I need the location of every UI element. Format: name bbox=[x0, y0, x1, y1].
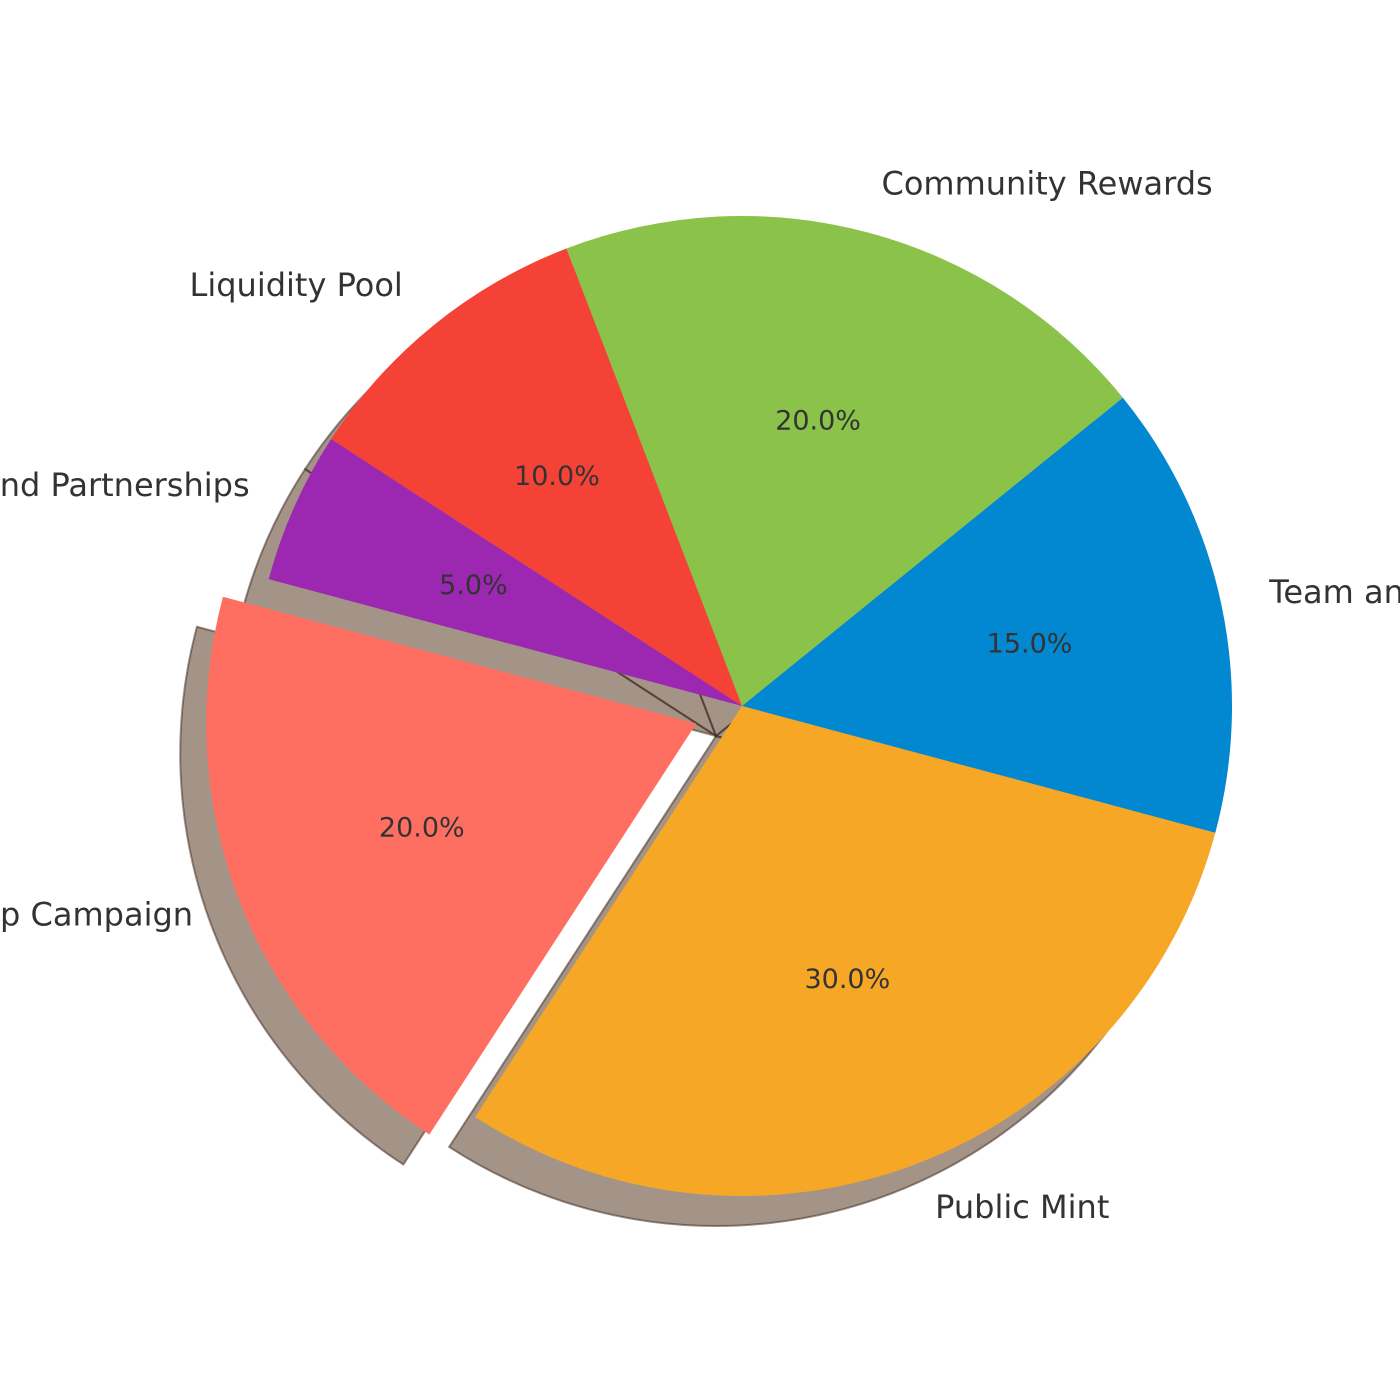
label-layer: Team and Advisors 15.0% Community Rewards 2… bbox=[0, 164, 1400, 1226]
slice-pct-label-public-mint: 30.0% bbox=[804, 964, 890, 995]
pie-slice-team-and-advisors bbox=[742, 397, 1233, 833]
slice-pct-label-community-rewards: 20.0% bbox=[775, 406, 861, 437]
pie-slice-public-mint bbox=[475, 706, 1216, 1196]
slice-layer bbox=[206, 216, 1233, 1196]
slice-label-community-rewards: Community Rewards bbox=[882, 164, 1213, 202]
slice-label-public-mint: Public Mint bbox=[935, 1188, 1109, 1226]
pie-slice-airdrop-campaign bbox=[206, 596, 697, 1135]
slice-pct-label-airdrop-campaign: 20.0% bbox=[379, 812, 465, 843]
slice-label-liquidity-pool: Liquidity Pool bbox=[190, 266, 403, 304]
slice-pct-label-marketing-and-partnerships: 5.0% bbox=[439, 570, 508, 601]
pie-slice-marketing-and-partnerships bbox=[268, 439, 742, 706]
pie-slice-liquidity-pool bbox=[331, 248, 742, 706]
pie-slice-community-rewards bbox=[566, 216, 1123, 706]
slice-label-airdrop-campaign: Airdrop Campaign bbox=[0, 896, 193, 934]
slice-pct-label-team-and-advisors: 15.0% bbox=[987, 628, 1073, 659]
slice-label-team-and-advisors: Team and Advisors bbox=[1268, 573, 1400, 611]
slice-label-marketing-and-partnerships: Marketing and Partnerships bbox=[0, 466, 250, 504]
slice-pct-label-liquidity-pool: 10.0% bbox=[514, 461, 600, 492]
